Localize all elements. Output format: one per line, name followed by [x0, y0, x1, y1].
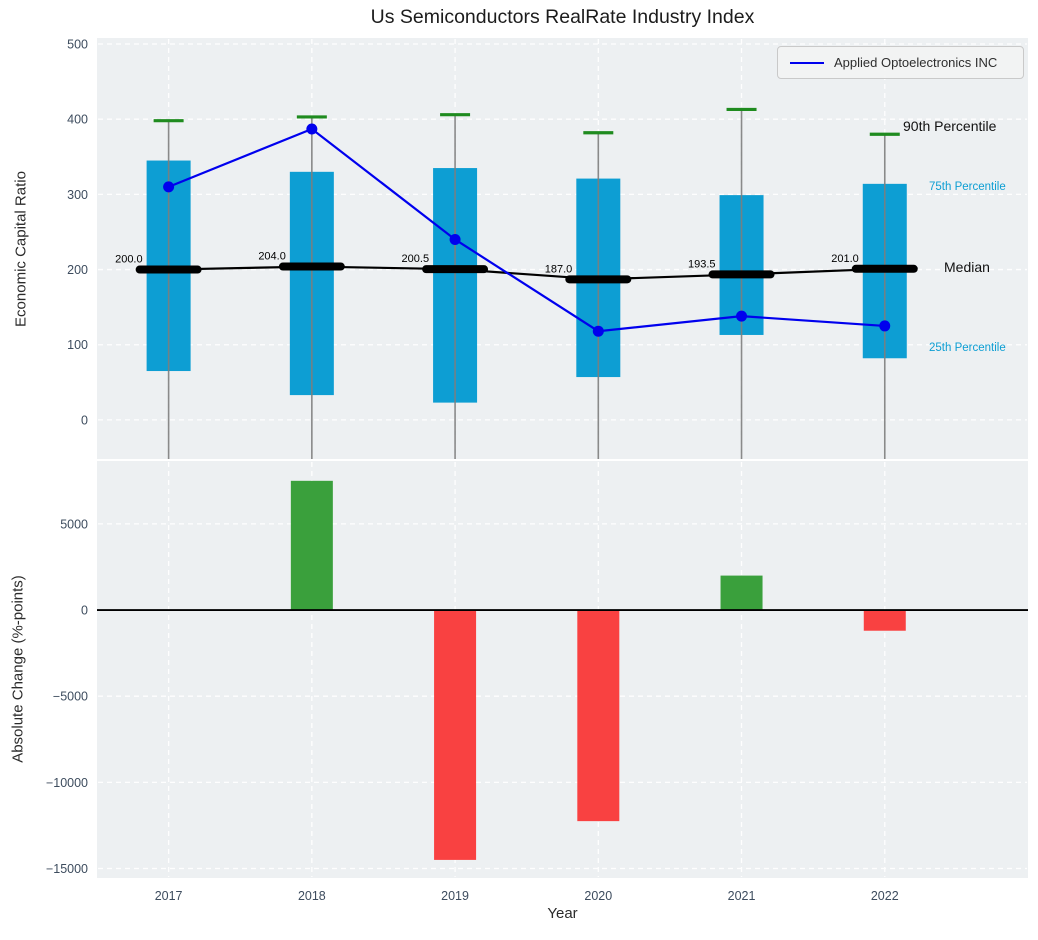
company-point — [306, 123, 318, 135]
y-tick-label: 5000 — [60, 517, 88, 531]
x-tick-label: 2017 — [155, 889, 183, 903]
legend-label: Applied Optoelectronics INC — [834, 55, 998, 70]
chart-title: Us Semiconductors RealRate Industry Inde… — [370, 6, 755, 28]
legend-line-swatch — [790, 61, 824, 64]
company-point — [163, 181, 175, 193]
change-bar — [434, 610, 477, 860]
bottom-axes-background — [97, 461, 1028, 878]
y-tick-label: 0 — [81, 604, 88, 618]
change-bar — [863, 610, 906, 631]
annotation-median: Median — [944, 259, 990, 275]
change-bar — [290, 480, 333, 611]
annotation-90th-percentile: 90th Percentile — [903, 118, 997, 134]
x-tick-label: 2018 — [298, 889, 326, 903]
change-bar — [720, 575, 763, 611]
y-tick-label: 500 — [67, 38, 88, 52]
company-point — [449, 233, 461, 245]
company-line — [168, 127, 885, 333]
x-tick-label: 2022 — [871, 889, 899, 903]
median-value-label: 200.5 — [402, 253, 430, 265]
x-tick-label: 2019 — [441, 889, 469, 903]
x-tick-label: 2020 — [584, 889, 612, 903]
x-tick-label: 2021 — [728, 889, 756, 903]
y-tick-label: −5000 — [53, 690, 88, 704]
annotation-75th-percentile: 75th Percentile — [929, 181, 1006, 193]
company-point — [736, 310, 748, 322]
company-point — [592, 325, 604, 337]
company-point — [879, 320, 891, 332]
y-tick-label: 400 — [67, 113, 88, 127]
y-tick-label: −15000 — [46, 862, 88, 876]
legend: Applied Optoelectronics INC — [777, 46, 1024, 79]
median-value-label: 200.0 — [115, 254, 143, 266]
annotation-25th-percentile: 25th Percentile — [929, 342, 1006, 354]
median-value-label: 204.0 — [258, 251, 286, 263]
y-tick-label: 200 — [67, 263, 88, 277]
y-tick-label: −10000 — [46, 776, 88, 790]
change-bar — [577, 610, 620, 822]
y-tick-label: 300 — [67, 188, 88, 202]
y-tick-label: 100 — [67, 338, 88, 352]
median-value-label: 187.0 — [545, 263, 573, 275]
y-tick-label: 0 — [81, 413, 88, 427]
median-value-label: 193.5 — [688, 258, 716, 270]
median-value-label: 201.0 — [831, 253, 859, 265]
x-axis-label: Year — [547, 905, 578, 922]
